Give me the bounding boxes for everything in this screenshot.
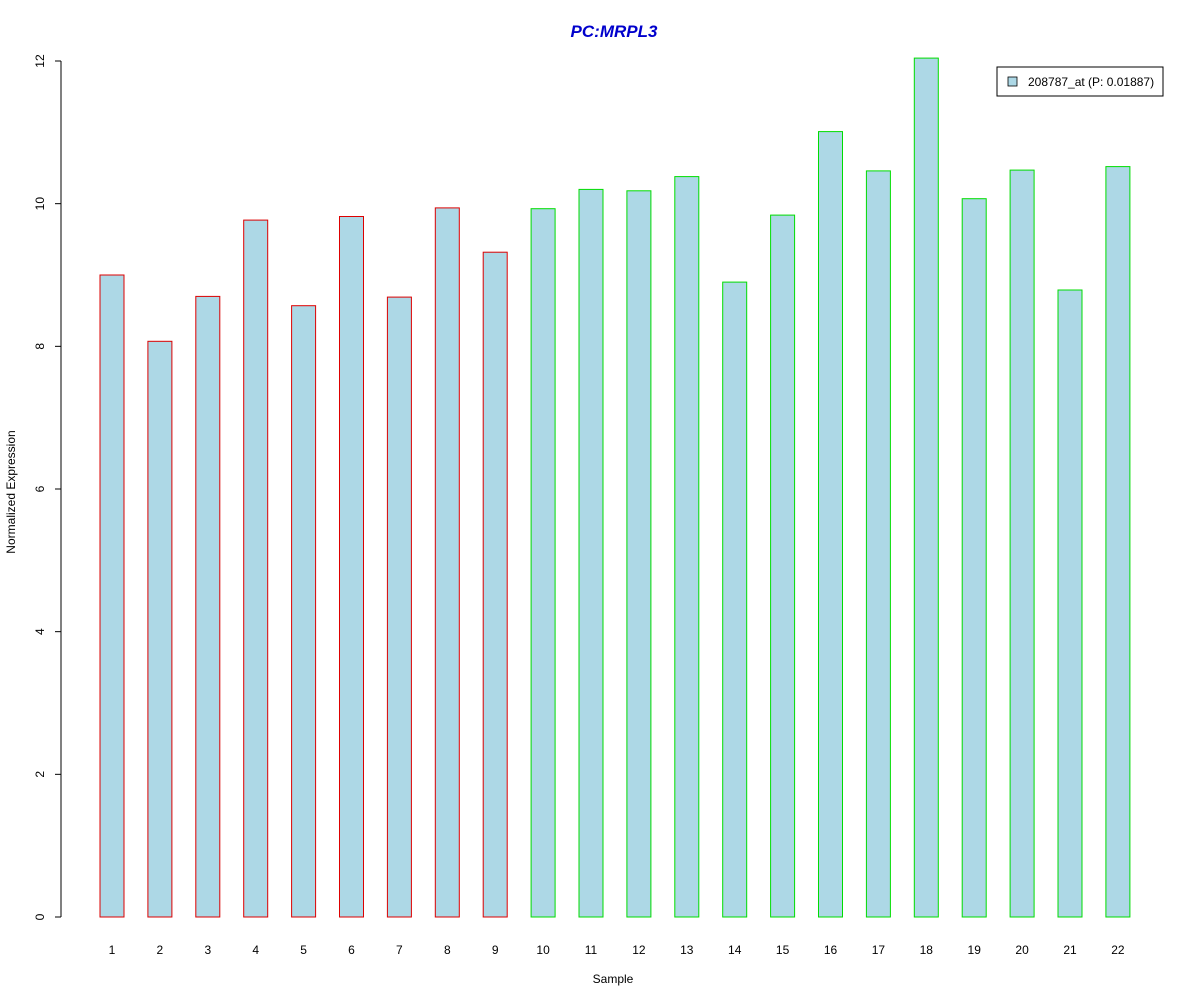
bar-sample-22 xyxy=(1105,166,1131,918)
bar-sample-6 xyxy=(339,216,364,918)
x-tick-label: 21 xyxy=(1063,943,1077,957)
y-tick-label: 10 xyxy=(33,197,47,211)
bar-sample-19 xyxy=(961,198,987,918)
y-tick-label: 4 xyxy=(33,628,47,635)
y-axis-label: Normalized Expression xyxy=(4,430,18,553)
y-tick-label: 12 xyxy=(33,54,47,68)
x-tick-label: 17 xyxy=(872,943,886,957)
bar-sample-21 xyxy=(1057,289,1083,918)
y-tick-label: 0 xyxy=(33,913,47,920)
bar-sample-8 xyxy=(434,207,460,918)
bar-sample-18 xyxy=(913,57,939,918)
legend-entry: 208787_at (P: 0.01887) xyxy=(1028,75,1154,89)
x-tick-labels: 1 2 3 4 5 6 7 8 9 10 11 12 13 14 15 16 17 18 19 20 21 22 xyxy=(109,943,1125,957)
x-tick-label: 22 xyxy=(1111,943,1125,957)
legend-box xyxy=(996,66,1164,97)
y-axis: 0 2 4 6 8 10 12 xyxy=(33,54,62,920)
x-tick-label: 7 xyxy=(396,943,403,957)
y-tick-label: 2 xyxy=(33,771,47,778)
legend-swatch xyxy=(1007,76,1018,87)
x-tick-label: 15 xyxy=(776,943,790,957)
x-tick-label: 14 xyxy=(728,943,742,957)
chart-title: PC:MRPL3 xyxy=(571,22,658,41)
x-tick-label: 11 xyxy=(585,943,598,957)
bar-sample-9 xyxy=(482,251,508,918)
x-tick-label: 5 xyxy=(300,943,307,957)
bar-sample-13 xyxy=(674,176,700,918)
bar-sample-20 xyxy=(1009,169,1035,918)
bar-sample-5 xyxy=(291,305,317,918)
x-tick-label: 9 xyxy=(492,943,499,957)
legend: 208787_at (P: 0.01887) xyxy=(996,66,1164,97)
x-tick-label: 2 xyxy=(157,943,164,957)
bars-group xyxy=(99,57,1131,918)
x-tick-label: 3 xyxy=(204,943,211,957)
x-tick-label: 4 xyxy=(252,943,259,957)
x-tick-label: 1 xyxy=(109,943,116,957)
bar-sample-12 xyxy=(626,190,652,918)
x-tick-label: 20 xyxy=(1015,943,1029,957)
x-tick-label: 19 xyxy=(968,943,982,957)
bar-sample-2 xyxy=(147,340,173,918)
bar-sample-3 xyxy=(195,295,221,918)
bar-sample-17 xyxy=(865,170,891,918)
bar-sample-4 xyxy=(243,219,269,918)
x-axis-label: Sample xyxy=(593,972,634,986)
x-tick-label: 12 xyxy=(632,943,646,957)
y-tick-label: 8 xyxy=(33,343,47,350)
y-tick-label: 6 xyxy=(33,485,47,492)
bar-sample-15 xyxy=(770,214,796,918)
bar-sample-10 xyxy=(530,208,556,918)
x-tick-label: 18 xyxy=(920,943,934,957)
bar-sample-14 xyxy=(722,281,748,918)
bar-sample-16 xyxy=(818,131,843,918)
bar-sample-11 xyxy=(578,188,604,918)
x-tick-label: 13 xyxy=(680,943,694,957)
bar-sample-1 xyxy=(99,274,125,918)
x-tick-label: 10 xyxy=(536,943,550,957)
x-tick-label: 8 xyxy=(444,943,451,957)
bar-sample-7 xyxy=(386,296,412,918)
x-tick-label: 6 xyxy=(348,943,355,957)
x-tick-label: 16 xyxy=(824,943,838,957)
